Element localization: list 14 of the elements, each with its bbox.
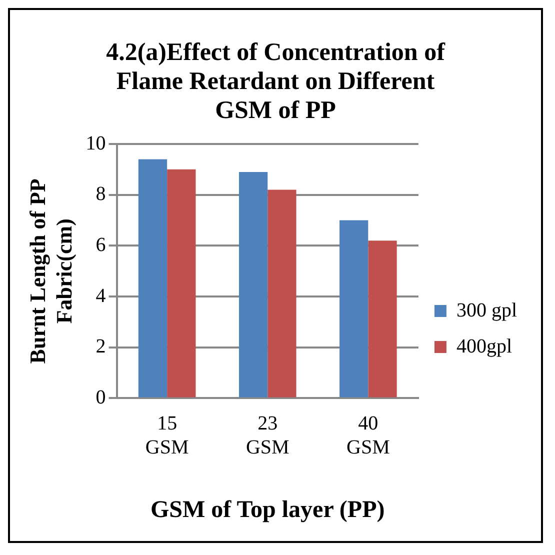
legend-label: 400gpl bbox=[456, 335, 512, 358]
y-tick-label: 0 bbox=[96, 386, 106, 408]
x-tick-label: 40 GSM bbox=[346, 412, 390, 458]
y-tick-label: 2 bbox=[96, 336, 106, 358]
chart-title: 4.2(a)Effect of Concentration of Flame Retardant on Different GSM of PP bbox=[105, 38, 446, 126]
y-tick-label: 4 bbox=[96, 284, 106, 307]
x-axis-title: GSM of Top layer (PP) bbox=[150, 496, 385, 523]
x-tick-label: 15 GSM bbox=[145, 412, 189, 458]
y-tick-label: 10 bbox=[86, 132, 106, 154]
y-axis-title: Burnt Length of PP Fabric(cm) bbox=[24, 178, 76, 364]
legend-label: 300 gpl bbox=[456, 299, 518, 322]
y-tick-label: 6 bbox=[96, 234, 106, 256]
y-tick-label: 8 bbox=[96, 183, 106, 206]
x-tick-label: 23 GSM bbox=[246, 412, 290, 458]
